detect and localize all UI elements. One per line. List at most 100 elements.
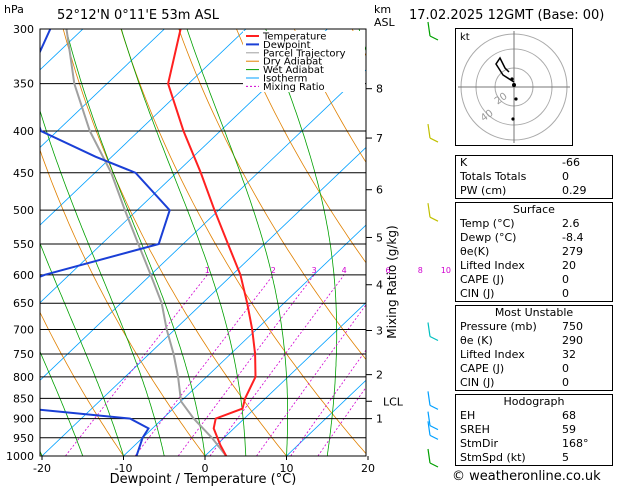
isotherm-line — [40, 69, 366, 381]
most-unstable-row: Pressure (mb) 750 — [456, 320, 612, 334]
hodograph-point — [514, 97, 518, 101]
x-tick-label: -10 — [115, 462, 133, 475]
hodograph: kt 20 40 — [455, 28, 573, 146]
dry-adiabat-line — [40, 148, 206, 456]
mixing-ratio-label: 6 — [386, 266, 391, 275]
pressure-unit: hPa — [4, 3, 24, 16]
wind-barb — [427, 123, 431, 139]
legend-label: Mixing Ratio — [263, 82, 325, 93]
mixing-ratio-line — [134, 274, 274, 456]
most-unstable-row: Lifted Index 32 — [456, 348, 612, 362]
wind-barb — [427, 391, 431, 406]
asl-unit: ASL — [374, 16, 396, 29]
mixing-ratio-label: 4 — [342, 266, 347, 275]
legend-label: Wet Adiabat — [263, 65, 324, 76]
surface-value: -8.4 — [562, 231, 584, 244]
km-tick-label: 6 — [376, 184, 383, 197]
index-row: K -66 — [456, 156, 612, 170]
wind-barb-flag — [429, 434, 439, 440]
wind-barb-flag — [429, 425, 439, 431]
surface-label: θe(K) — [460, 245, 490, 258]
most-unstable-label: Pressure (mb) — [460, 320, 537, 333]
hodograph-params-row: StmDir 168° — [456, 437, 612, 451]
hodograph-params-row: StmSpd (kt) 5 — [456, 451, 612, 465]
mixing-ratio-label: 3 — [312, 266, 317, 275]
km-tick-label: 5 — [376, 231, 383, 244]
surface-label: CAPE (J) — [460, 273, 505, 286]
most-unstable-label: CIN (J) — [460, 376, 495, 389]
km-tick-label: 8 — [376, 83, 383, 96]
surface-value: 279 — [562, 245, 583, 258]
pressure-tick-label: 550 — [13, 238, 34, 251]
mixing-ratio-label: 10 — [441, 266, 451, 275]
most-unstable-value: 750 — [562, 320, 583, 333]
pressure-tick-label: 500 — [13, 204, 34, 217]
dry-adiabat-line — [62, 29, 288, 456]
hodograph-params-label: SREH — [460, 423, 490, 436]
temperature-line — [167, 29, 257, 456]
hodograph-params-row: SREH 59 — [456, 423, 612, 437]
pressure-tick-label: 850 — [13, 392, 34, 405]
km-tick-label: 1 — [376, 413, 383, 426]
mixing-ratio-line — [317, 386, 366, 456]
isotherm-line — [285, 379, 366, 456]
pressure-tick-label: 700 — [13, 324, 34, 337]
pressure-grid — [40, 28, 366, 457]
surface-title: Surface — [513, 203, 555, 216]
index-row: PW (cm) 0.29 — [456, 184, 612, 198]
pressure-tick-label: 600 — [13, 269, 34, 282]
km-tick-label: LCL — [383, 395, 404, 408]
mixing-ratio-label: 8 — [418, 266, 423, 275]
datetime-header: 17.02.2025 12GMT (Base: 00) — [409, 8, 605, 23]
most-unstable-label: CAPE (J) — [460, 362, 505, 375]
pressure-tick-label: 450 — [13, 167, 34, 180]
wind-barb — [427, 411, 431, 426]
x-axis-label: Dewpoint / Temperature (°C) — [110, 472, 297, 486]
km-unit: km — [374, 3, 391, 16]
isotherm-line — [122, 224, 366, 456]
pressure-tick-label: 750 — [13, 348, 34, 361]
wind-barb — [427, 421, 431, 436]
surface-label: Temp (°C) — [460, 217, 515, 230]
most-unstable-value: 32 — [562, 348, 576, 361]
dry-adiabat-line — [236, 29, 366, 264]
mixing-ratio-axis-label: Mixing Ratio (g/kg) — [385, 225, 399, 338]
km-tick-label: 2 — [376, 369, 383, 382]
index-label: PW (cm) — [460, 184, 507, 197]
isotherm-line — [204, 302, 366, 456]
legend-background — [243, 31, 365, 92]
index-label: K — [460, 156, 468, 169]
parcel-trajectory-line — [65, 29, 227, 456]
dry-adiabat-line — [293, 29, 366, 164]
hodograph-storm-marker — [512, 83, 516, 87]
x-tick-label: 0 — [202, 462, 209, 475]
legend-label: Isotherm — [263, 74, 307, 85]
most-unstable-row: CIN (J) 0 — [456, 376, 612, 390]
most-unstable-title: Most Unstable — [494, 306, 574, 319]
surface-value: 0 — [562, 287, 569, 300]
wind-barb-flag — [429, 462, 439, 468]
hodograph-params-value: 5 — [562, 451, 569, 464]
index-label: Totals Totals — [460, 170, 527, 183]
pressure-tick-label: 950 — [13, 432, 34, 445]
hodograph-trace — [495, 56, 515, 83]
most-unstable-row: CAPE (J) 0 — [456, 362, 612, 376]
surface-row: θe(K) 279 — [456, 245, 612, 259]
dry-adiabat-line — [120, 29, 366, 455]
index-value: 0 — [562, 170, 569, 183]
wet-adiabat-line — [0, 29, 1, 456]
km-tick-label: 7 — [376, 132, 383, 145]
pressure-tick-label: 900 — [13, 413, 34, 426]
hodograph-params-panel: Hodograph EH 68 SREH 59 StmDir 168° StmSpd … — [455, 394, 613, 466]
most-unstable-panel: Most Unstable Pressure (mb) 750 θe (K) 290… — [455, 305, 613, 391]
surface-value: 20 — [562, 259, 576, 272]
index-row: Totals Totals 0 — [456, 170, 612, 184]
pressure-tick-label: 350 — [13, 78, 34, 91]
index-value: -66 — [562, 156, 580, 169]
mixing-ratio-label: 1 — [205, 266, 210, 275]
index-value: 0.29 — [562, 184, 587, 197]
isotherm-line — [0, 17, 14, 473]
most-unstable-row: θe (K) 290 — [456, 334, 612, 348]
plot-frame — [39, 28, 367, 457]
